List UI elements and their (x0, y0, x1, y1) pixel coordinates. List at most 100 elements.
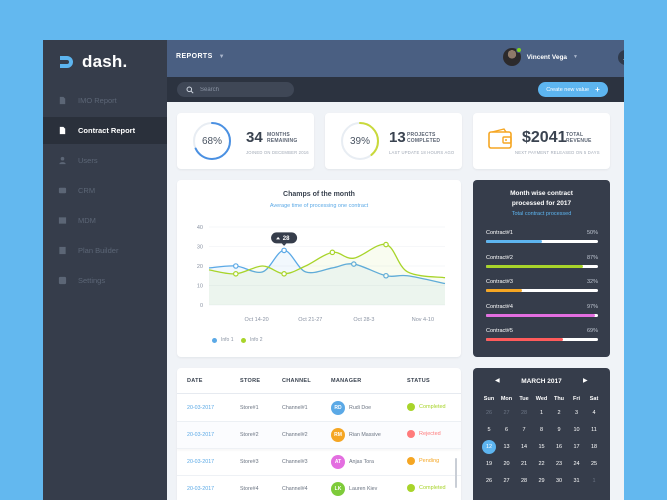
data-point[interactable] (281, 271, 287, 277)
user-menu[interactable]: Vincent Vega ▼ (502, 47, 578, 66)
sidebar-item-mdm[interactable]: MDM (43, 207, 167, 234)
x-tick-label: Oct 14-20 (245, 317, 269, 323)
cell-date[interactable]: 20-03-2017 (187, 459, 215, 465)
chart-card: Champs of the month Average time of proc… (177, 180, 461, 357)
data-point[interactable] (233, 271, 239, 277)
data-point[interactable] (383, 241, 389, 248)
chart-title: Champs of the month (283, 191, 355, 198)
calendar-day[interactable]: 6 (504, 427, 509, 433)
search-input[interactable] (200, 86, 290, 93)
revenue-value: $2041 (522, 129, 567, 146)
calendar-day[interactable]: 2 (557, 410, 561, 416)
data-point[interactable] (351, 261, 357, 267)
plan-icon (59, 246, 66, 255)
calendar-day[interactable]: 15 (538, 444, 545, 450)
calendar-day[interactable]: 16 (555, 444, 563, 450)
calendar-day[interactable]: 8 (539, 427, 544, 433)
create-new-value-button[interactable]: Create new value + (538, 82, 608, 97)
calendar-day[interactable]: 1 (539, 410, 544, 416)
sidebar-item-imo-report[interactable]: IMO Report (43, 87, 167, 114)
calendar-day[interactable]: 24 (573, 461, 580, 467)
calendar-day[interactable]: 27 (503, 478, 510, 484)
calendar-day[interactable]: 3 (574, 410, 579, 416)
calendar-day[interactable]: 4 (592, 410, 596, 416)
calendar-day[interactable]: 26 (485, 478, 493, 484)
table-scrollbar[interactable] (455, 458, 457, 488)
sidebar-item-label: CRM (78, 186, 96, 195)
weekday-label: Thu (553, 396, 565, 402)
manager-name: Rian Massive (349, 432, 381, 438)
status-label: Rejected (419, 431, 441, 437)
ring-percentage: 39% (349, 135, 370, 147)
table-row[interactable]: 20-03-2017 Store#4 Channel#4 LK Lauren Kiev C… (177, 476, 461, 500)
column-header-manager[interactable]: MANAGER (331, 378, 362, 384)
calendar-day[interactable]: 27 (503, 410, 510, 416)
calendar-day[interactable]: 17 (573, 444, 580, 450)
column-header-date[interactable]: DATE (187, 378, 203, 384)
cell-store: Store#4 (240, 486, 259, 492)
calendar-day[interactable]: 25 (590, 461, 598, 467)
notifications-button[interactable] (618, 50, 624, 65)
data-point[interactable] (383, 272, 389, 279)
sidebar-item-plan-builder[interactable]: Plan Builder (43, 237, 167, 264)
calendar-day[interactable]: 13 (503, 444, 510, 450)
calendar-day[interactable]: 21 (520, 461, 528, 467)
calendar-day[interactable]: 23 (555, 461, 563, 467)
calendar-day[interactable]: 22 (538, 461, 545, 467)
prev-month-button[interactable]: ◀ (495, 378, 500, 384)
contract-progress-track (486, 313, 598, 317)
stat-card-months: 68% 34 MONTHS REMAINING JOINED ON DECEMB… (177, 113, 314, 169)
calendar-day[interactable]: 28 (520, 410, 528, 416)
contract-name: Contract#1 (486, 230, 513, 236)
settings-icon (58, 276, 67, 285)
calendar-day[interactable]: 31 (573, 478, 580, 484)
contract-progress-track (486, 264, 598, 268)
calendar-day[interactable]: 28 (520, 478, 528, 484)
sidebar-item-settings[interactable]: Settings (43, 267, 167, 294)
cell-date[interactable]: 20-03-2017 (187, 486, 215, 492)
sidebar-item-crm[interactable]: CRM (43, 177, 167, 204)
cell-status: Pending (407, 457, 439, 465)
table-row[interactable]: 20-03-2017 Store#2 Channel#2 RM Rian Massive… (177, 422, 461, 449)
x-tick-label: Oct 21-27 (298, 317, 322, 323)
column-header-store[interactable]: STORE (240, 378, 261, 384)
projects-subtext: LAST UPDATE 18 HOURS AGO (389, 150, 455, 155)
sidebar-item-users[interactable]: Users (43, 147, 167, 174)
cell-date[interactable]: 20-03-2017 (187, 432, 215, 438)
sidebar-item-contract-report[interactable]: Contract Report (43, 117, 167, 144)
calendar-day[interactable]: 29 (538, 478, 545, 484)
cell-date[interactable]: 20-03-2017 (187, 405, 215, 411)
logo[interactable]: dash. (57, 52, 127, 72)
document-icon (59, 96, 66, 105)
next-month-button[interactable]: ▶ (583, 378, 588, 384)
data-point[interactable] (329, 249, 336, 256)
reports-menu[interactable]: REPORTS ▼ (176, 53, 225, 60)
projects-value: 13 (389, 129, 406, 146)
calendar-day[interactable]: 9 (557, 427, 561, 433)
search-box[interactable] (177, 82, 294, 97)
calendar-day[interactable]: 26 (485, 410, 493, 416)
legend-info-1[interactable]: Info 1 (212, 337, 234, 343)
calendar-day[interactable]: 11 (591, 427, 597, 433)
status-dot (407, 457, 415, 465)
user-name: Vincent Vega (526, 53, 568, 61)
legend-info-2[interactable]: Info 2 (241, 337, 263, 343)
calendar-day[interactable]: 18 (590, 444, 598, 450)
calendar-day[interactable]: 5 (487, 427, 491, 433)
table-row[interactable]: 20-03-2017 Store#3 Channel#3 AT Anjas Tora Pe… (177, 449, 461, 476)
data-point[interactable] (281, 247, 287, 254)
calendar-day[interactable]: 14 (520, 444, 528, 450)
calendar-day[interactable]: 1 (592, 478, 596, 484)
data-point[interactable] (233, 263, 239, 269)
calendar-day[interactable]: 7 (522, 427, 526, 433)
progress-ring-months: 68% (192, 121, 232, 161)
calendar-day[interactable]: 30 (555, 478, 563, 484)
table-row[interactable]: 20-03-2017 Store#1 Channel#1 RD Rudi Doe Comp… (177, 395, 461, 422)
column-header-status[interactable]: STATUS (407, 378, 430, 384)
legend-swatch (212, 337, 217, 343)
column-header-channel[interactable]: CHANNEL (282, 378, 311, 384)
calendar-day[interactable]: 19 (485, 461, 493, 467)
calendar-day[interactable]: 10 (573, 427, 580, 433)
calendar-day[interactable]: 12 (482, 440, 496, 454)
calendar-day[interactable]: 20 (503, 461, 510, 467)
